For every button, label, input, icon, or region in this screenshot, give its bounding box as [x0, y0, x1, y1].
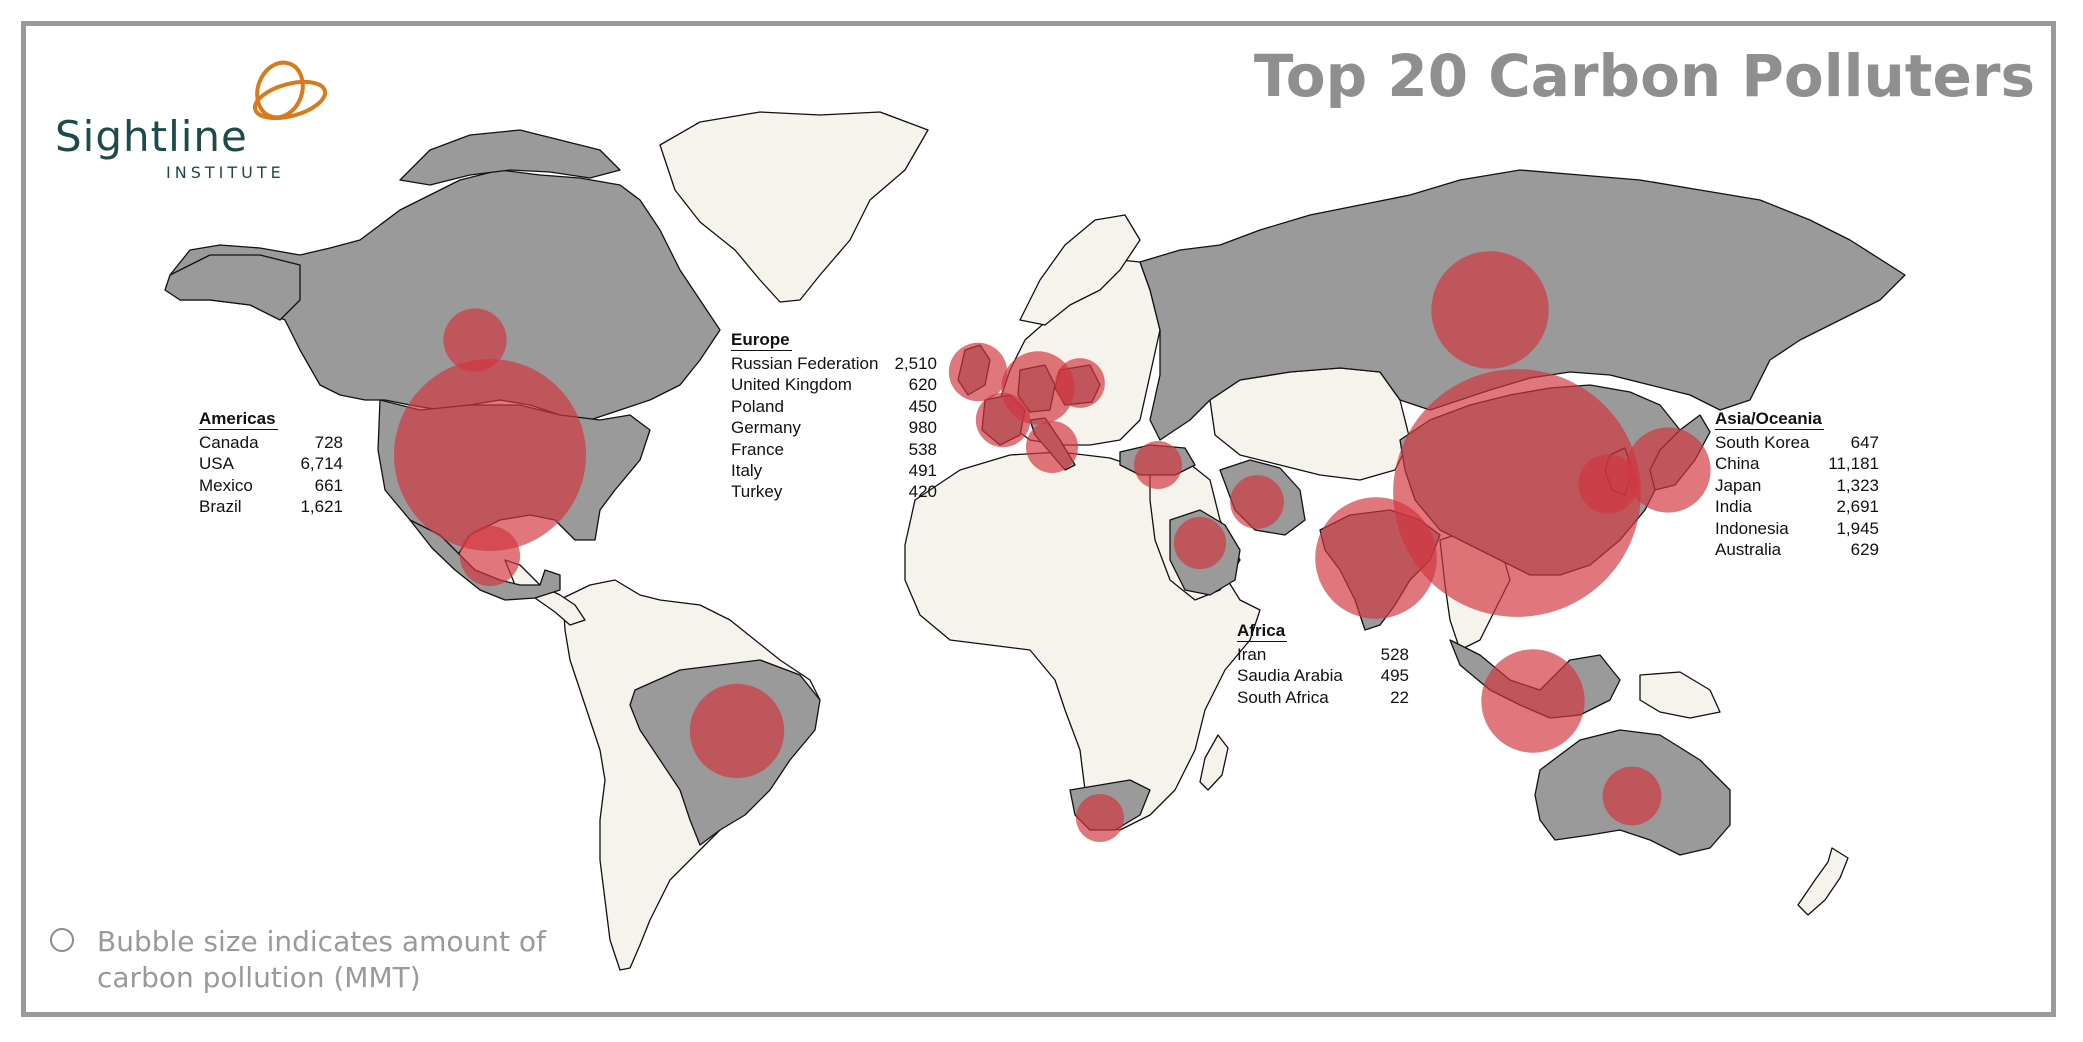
bubble-brazil [689, 683, 785, 779]
list-item: Australia 629 [1715, 540, 1879, 560]
list-item: Germany 980 [731, 418, 937, 438]
bubble-china [1393, 369, 1641, 617]
list-item: Russian Federation 2,510 [731, 354, 937, 373]
new-zealand-land [1797, 847, 1849, 916]
bubble-australia [1602, 766, 1662, 826]
americas-list: Americas Canada 728 USA 6,714 Mexico 661 Br… [199, 408, 343, 518]
europe-list: Europe Russian Federation 2,510 United Ki… [731, 329, 937, 503]
americas-title: Americas [199, 409, 278, 430]
legend-text: Bubble size indicates amount of carbon p… [97, 925, 546, 994]
asia-title: Asia/Oceania [1715, 409, 1824, 430]
list-item: Italy 491 [731, 461, 937, 481]
africa-list: Africa Iran 528 Saudia Arabia 495 South Af… [1237, 620, 1409, 708]
png-land [1639, 671, 1721, 719]
bubble-canada [443, 308, 507, 372]
legend-circle-icon [50, 928, 74, 952]
bubble-iran [1230, 475, 1284, 529]
list-item: Brazil 1,621 [199, 497, 343, 517]
list-item: China 11,181 [1715, 454, 1879, 474]
scandinavia-land [1019, 214, 1141, 326]
bubble-usa [394, 359, 586, 551]
list-item: South Africa 22 [1237, 687, 1409, 707]
list-item: Mexico 661 [199, 475, 343, 495]
bubble-mexico [459, 525, 521, 587]
list-item: India 2,691 [1715, 497, 1879, 517]
list-item: USA 6,714 [199, 454, 343, 474]
list-item: Canada 728 [199, 433, 343, 452]
europe-title: Europe [731, 330, 792, 351]
logo-name: Sightline [55, 112, 248, 161]
list-item: South Korea 647 [1715, 433, 1879, 452]
canada-land [169, 169, 721, 421]
logo-mark-icon [252, 60, 328, 121]
list-item: Saudia Arabia 495 [1237, 666, 1409, 686]
bubble-south-africa [1076, 794, 1124, 842]
asia-list: Asia/Oceania South Korea 647 China 11,181 … [1715, 408, 1879, 560]
bubble-india [1315, 497, 1437, 619]
page-title: Top 20 Carbon Polluters [1253, 42, 2035, 110]
bubble-indonesia [1481, 649, 1585, 753]
list-item: Poland 450 [731, 396, 937, 416]
list-item: Indonesia 1,945 [1715, 518, 1879, 538]
bubble-france [975, 392, 1031, 448]
bubble-turkey [1134, 441, 1182, 489]
africa-title: Africa [1237, 621, 1288, 642]
bubble-russian-federation [1431, 251, 1549, 369]
bubble-united-kingdom [948, 342, 1008, 402]
greenland-land [659, 111, 929, 303]
bubbles-layer [394, 251, 1711, 842]
list-item: Turkey 420 [731, 482, 937, 502]
logo-subtitle: INSTITUTE [166, 163, 285, 182]
alaska-land [164, 254, 301, 321]
list-item: France 538 [731, 439, 937, 459]
bubble-saudia-arabia [1173, 516, 1227, 570]
arctic-islands-land [399, 129, 621, 186]
madagascar-land [1199, 734, 1229, 791]
list-item: Iran 528 [1237, 645, 1409, 664]
bubble-italy [1026, 421, 1078, 473]
list-item: United Kingdom 620 [731, 375, 937, 395]
list-item: Japan 1,323 [1715, 475, 1879, 495]
bubble-japan [1625, 427, 1711, 513]
